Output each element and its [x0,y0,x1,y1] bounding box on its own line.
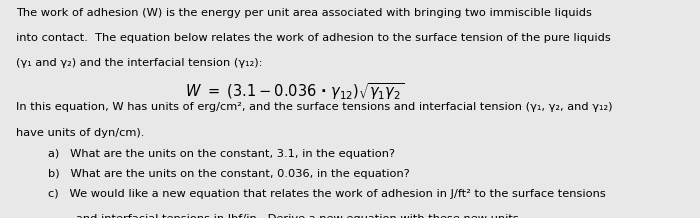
Text: into contact.  The equation below relates the work of adhesion to the surface te: into contact. The equation below relates… [16,33,610,43]
Text: c)   We would like a new equation that relates the work of adhesion in J/ft² to : c) We would like a new equation that rel… [48,189,606,199]
Text: (γ₁ and γ₂) and the interfacial tension (γ₁₂):: (γ₁ and γ₂) and the interfacial tension … [16,58,262,68]
Text: The work of adhesion (W) is the energy per unit area associated with bringing tw: The work of adhesion (W) is the energy p… [16,8,592,18]
Text: $W\ =\ (3.1 - 0.036\ \mathbf{\cdot}\ \gamma_{12})\sqrt{\gamma_1\gamma_2}$: $W\ =\ (3.1 - 0.036\ \mathbf{\cdot}\ \ga… [186,81,405,102]
Text: have units of dyn/cm).: have units of dyn/cm). [16,128,144,138]
Text: b)   What are the units on the constant, 0.036, in the equation?: b) What are the units on the constant, 0… [48,169,410,179]
Text: a)   What are the units on the constant, 3.1, in the equation?: a) What are the units on the constant, 3… [48,149,395,158]
Text: In this equation, W has units of erg/cm², and the surface tensions and interfaci: In this equation, W has units of erg/cm²… [16,102,612,112]
Text: and interfacial tensions in lbf/in.  Derive a new equation with these new units.: and interfacial tensions in lbf/in. Deri… [76,214,522,218]
